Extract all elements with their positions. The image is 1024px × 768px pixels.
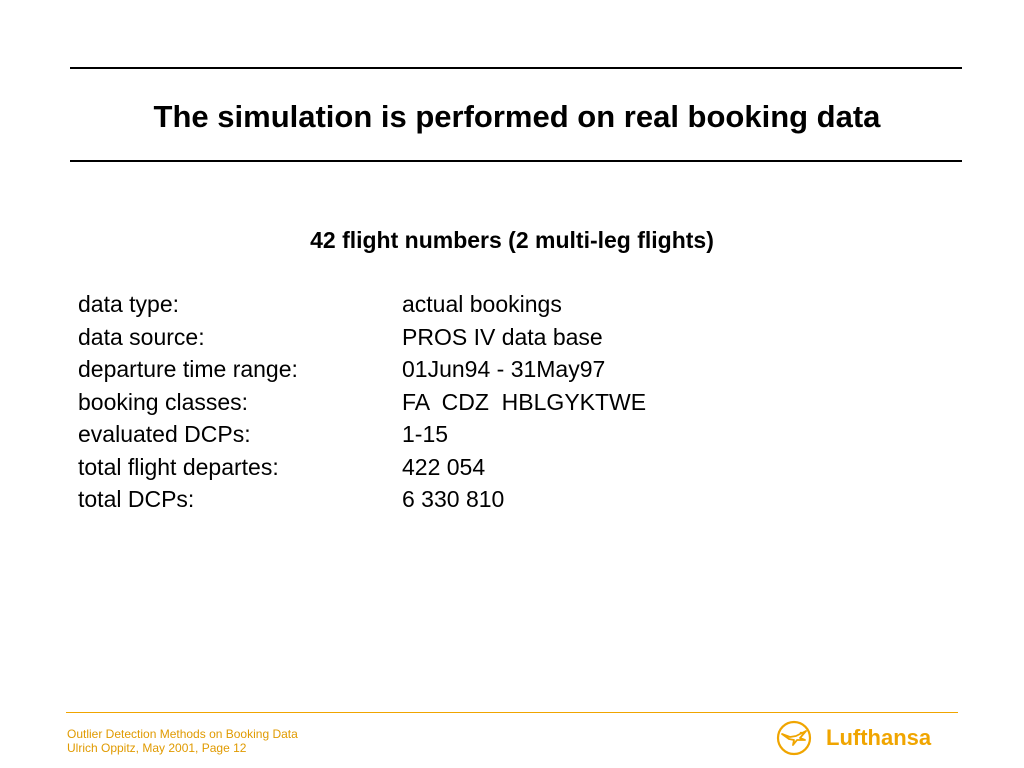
lufthansa-crane-icon [776, 720, 812, 756]
title-bottom-rule [70, 160, 962, 162]
field-value: 01Jun94 - 31May97 [402, 356, 606, 382]
field-label: data type: [78, 291, 180, 317]
field-value: PROS IV data base [402, 323, 603, 350]
footer-author-page: Ulrich Oppitz, May 2001, Page 12 [67, 741, 247, 755]
field-value: 422 054 [402, 453, 486, 480]
field-data-source: data source: PROS IV data base [78, 321, 778, 354]
field-value: 6 330 810 [402, 486, 505, 512]
field-total-dcps: total DCPs: 6 330 810 [78, 483, 778, 516]
field-value: FA CDZ HBLGYKTWE [402, 388, 647, 415]
field-departure-time-range: departure time range: 01Jun94 - 31May97 [78, 353, 778, 386]
field-label: data source: [78, 323, 205, 350]
field-label: total flight departes: [78, 453, 279, 480]
footer-presentation-title: Outlier Detection Methods on Booking Dat… [67, 727, 298, 741]
brand-lockup: Lufthansa [776, 718, 931, 758]
field-label: departure time range: [78, 356, 298, 382]
footer-caption: Outlier Detection Methods on Booking Dat… [67, 727, 298, 755]
data-summary-list: data type: actual bookings data source: … [78, 288, 778, 516]
slide-subtitle: 42 flight numbers (2 multi-leg flights) [310, 227, 714, 253]
field-evaluated-dcps: evaluated DCPs: 1-15 [78, 418, 778, 451]
field-label: total DCPs: [78, 486, 195, 512]
field-total-flight-departes: total flight departes: 422 054 [78, 451, 778, 484]
field-label: evaluated DCPs: [78, 421, 251, 447]
title-top-rule [70, 67, 962, 69]
field-booking-classes: booking classes: FA CDZ HBLGYKTWE [78, 386, 778, 419]
footer-rule [66, 712, 958, 713]
field-label: booking classes: [78, 388, 249, 415]
field-value: actual bookings [402, 291, 562, 317]
field-value: 1-15 [402, 421, 449, 447]
slide-title: The simulation is performed on real book… [153, 99, 881, 134]
brand-name: Lufthansa [826, 725, 932, 750]
field-data-type: data type: actual bookings [78, 288, 778, 321]
